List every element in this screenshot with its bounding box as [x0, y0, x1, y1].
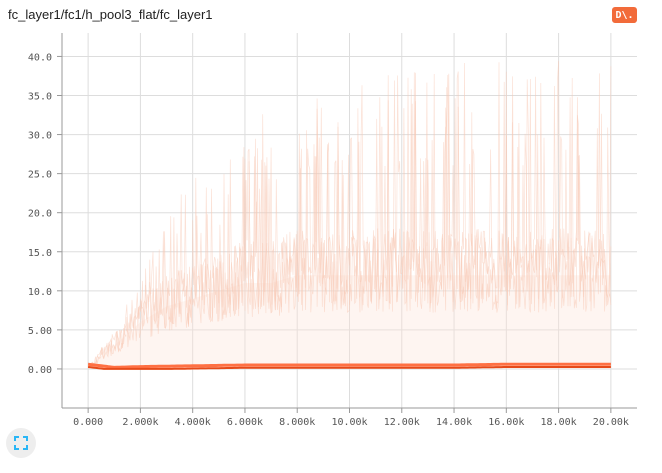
x-tick-label: 14.00k	[436, 417, 472, 428]
y-tick-label: 20.0	[28, 209, 52, 220]
x-tick-label: 2.000k	[122, 417, 158, 428]
y-tick-label: 0.00	[28, 365, 52, 376]
expand-button[interactable]	[6, 428, 36, 458]
y-tick-label: 15.0	[28, 248, 52, 259]
x-tick-label: 10.00k	[331, 417, 367, 428]
x-tick-label: 4.000k	[175, 417, 211, 428]
x-tick-label: 18.00k	[541, 417, 577, 428]
x-tick-label: 20.00k	[593, 417, 629, 428]
x-tick-label: 12.00k	[384, 417, 420, 428]
series-main-line-lower	[87, 366, 611, 370]
y-tick-label: 25.0	[28, 170, 52, 181]
y-tick-label: 35.0	[28, 92, 52, 103]
series-faint-line-3	[87, 62, 612, 368]
y-tick-label: 10.0	[28, 287, 52, 298]
y-tick-label: 5.00	[28, 326, 52, 337]
series-main-line	[87, 362, 611, 369]
x-tick-label: 0.000	[73, 417, 103, 428]
y-tick-label: 30.0	[28, 131, 52, 142]
chart-badge[interactable]: D\.	[612, 7, 637, 23]
x-tick-label: 16.00k	[488, 417, 524, 428]
chart-title: fc_layer1/fc1/h_pool3_flat/fc_layer1	[8, 7, 213, 22]
x-tick-label: 8.000k	[279, 417, 315, 428]
y-tick-label: 40.0	[28, 52, 52, 63]
fullscreen-icon	[14, 436, 28, 450]
x-tick-label: 6.000k	[227, 417, 263, 428]
series-faint-line-1	[87, 60, 612, 368]
